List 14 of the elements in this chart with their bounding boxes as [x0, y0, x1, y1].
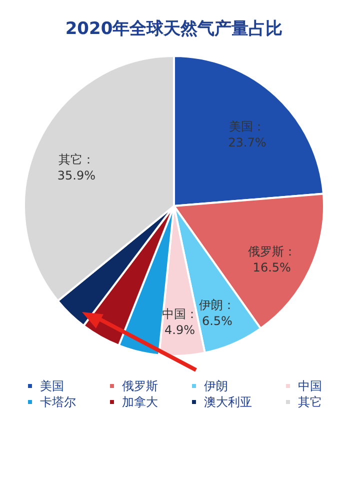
- legend-label: 俄罗斯: [122, 379, 158, 393]
- legend-label: 加拿大: [122, 395, 158, 409]
- legend-label: 其它: [298, 395, 322, 409]
- legend-label: 澳大利亚: [204, 395, 252, 409]
- legend-label: 美国: [40, 379, 64, 393]
- legend-label: 卡塔尔: [40, 395, 76, 409]
- data-label: 美国： 23.7%: [228, 120, 266, 150]
- chart-title: 2020年全球天然气产量占比: [65, 19, 283, 39]
- data-label: 中国： 4.9%: [162, 306, 198, 337]
- data-label: 俄罗斯： 16.5%: [248, 244, 296, 275]
- legend-label: 中国: [298, 379, 322, 393]
- legend-label: 伊朗: [204, 379, 228, 393]
- data-label: 其它： 35.9%: [57, 152, 96, 183]
- data-label: 伊朗： 6.5%: [199, 298, 236, 328]
